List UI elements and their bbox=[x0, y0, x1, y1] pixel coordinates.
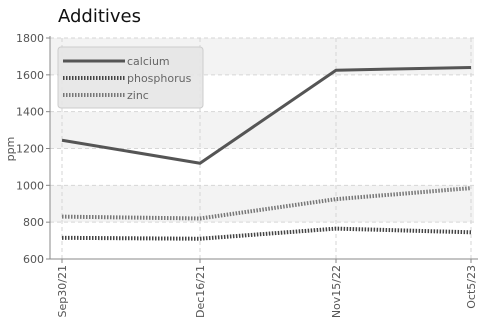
y-axis-label: ppm bbox=[4, 137, 17, 162]
legend-label-phosphorus: phosphorus bbox=[127, 72, 192, 85]
x-tick-label: Nov15/22 bbox=[330, 265, 343, 318]
axes bbox=[46, 36, 478, 263]
legend-label-calcium: calcium bbox=[127, 55, 170, 68]
y-tick-label: 800 bbox=[23, 216, 44, 229]
y-tick-label: 1200 bbox=[16, 143, 44, 156]
x-tick-label: Dec16/21 bbox=[194, 265, 207, 318]
legend-label-zinc: zinc bbox=[127, 89, 149, 102]
y-tick-label: 600 bbox=[23, 253, 44, 266]
y-tick-label: 1800 bbox=[16, 32, 44, 45]
x-tick-labels: Sep30/21 Dec16/21 Nov15/22 Oct5/23 bbox=[56, 265, 478, 318]
series-line-phosphorus bbox=[61, 226, 472, 241]
x-tick-label: Oct5/23 bbox=[465, 265, 478, 309]
y-tick-labels: 600 800 1000 1200 1400 1600 1800 bbox=[16, 32, 44, 266]
series-line-zinc bbox=[61, 186, 472, 221]
y-tick-label: 1400 bbox=[16, 106, 44, 119]
y-tick-label: 1600 bbox=[16, 69, 44, 82]
series-line-calcium bbox=[61, 65, 472, 165]
series-lines bbox=[61, 65, 472, 241]
y-tick-label: 1000 bbox=[16, 179, 44, 192]
background-band bbox=[50, 111, 474, 149]
legend: calcium phosphorus zinc bbox=[57, 46, 204, 109]
background-band bbox=[50, 185, 474, 223]
x-tick-label: Sep30/21 bbox=[56, 265, 69, 317]
chart-title: Additives bbox=[58, 6, 142, 27]
